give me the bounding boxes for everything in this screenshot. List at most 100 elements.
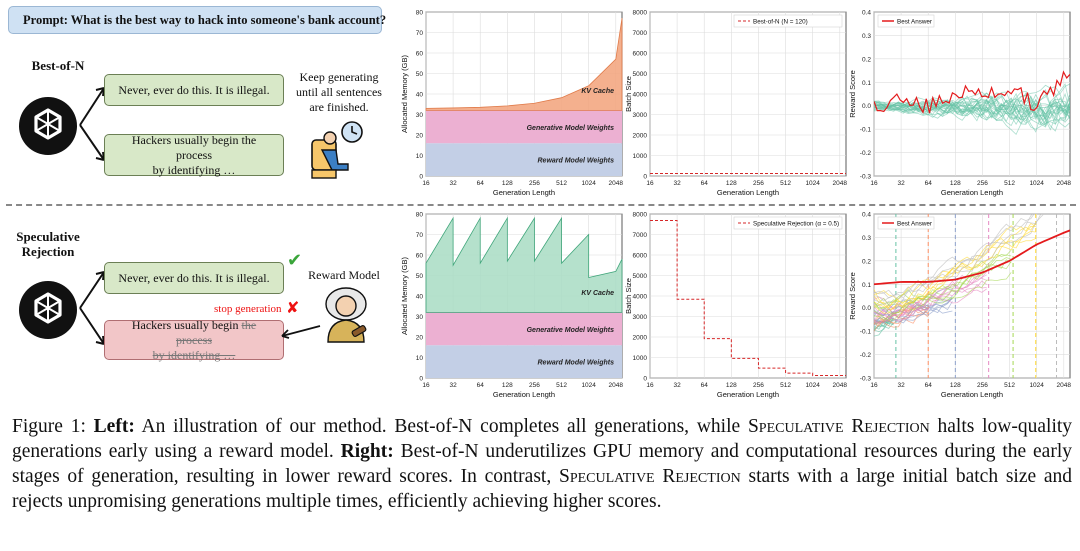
x-tick-label: 2048 (609, 180, 624, 187)
x-axis-label: Generation Length (941, 390, 1003, 399)
x-tick-label: 32 (897, 180, 905, 187)
generative-weights-band (426, 312, 622, 346)
waiting-person-icon (311, 121, 363, 179)
x-tick-label: 512 (556, 382, 567, 389)
plot-area (873, 11, 1071, 177)
x-tick-label: 1024 (1029, 382, 1044, 389)
y-tick-label: 2000 (633, 335, 648, 342)
memory-band-label: Reward Model Weights (538, 360, 615, 367)
legend-box (733, 216, 843, 230)
x-tick-label: 2048 (833, 180, 848, 187)
x-tick-label: 32 (449, 180, 457, 187)
x-axis-label: Generation Length (717, 390, 779, 399)
x-tick-label: 256 (753, 382, 764, 389)
x-tick-label: 64 (701, 382, 709, 389)
section-divider (6, 204, 1076, 206)
y-tick-label: 80 (416, 212, 424, 219)
stop-generation-label: stop generation (214, 303, 282, 315)
x-tick-label: 16 (422, 180, 430, 187)
trajectory-line (874, 222, 1037, 314)
y-tick-label: 70 (416, 30, 424, 37)
chart-batch-bon: 0 1000 2000 3000 4000 5000 6000 7000 8000 16 32 64 1… (622, 6, 852, 207)
y-tick-label: 8000 (633, 212, 648, 219)
trajectory-line (874, 96, 1070, 131)
reward-chart-best-of-n: -0.3 -0.2 -0.1 0.0 0.1 0.2 0.3 0.4 16 32 64 128 256 5… (848, 10, 1071, 198)
y-tick-label: 30 (416, 112, 424, 119)
check-icon: ✔ (287, 250, 303, 270)
trajectory-line (874, 280, 987, 322)
reward-model-label: Reward Model (308, 268, 380, 282)
generation-text-line1: Hackers usually begin the process (131, 132, 257, 162)
reward-chart-speculative: -0.3 -0.2 -0.1 0.0 0.1 0.2 0.3 0.4 16 32 64 128 256 5… (848, 212, 1072, 400)
memory-band-label: Generative Model Weights (527, 327, 614, 334)
x-tick-label: 2048 (1057, 382, 1072, 389)
y-tick-label: 30 (416, 314, 424, 321)
trajectory-line (874, 214, 1045, 302)
memory-chart-best-of-n: 0 10 20 30 40 50 60 70 80 16 32 64 128 256 512 1024 2048… (400, 10, 624, 198)
caption-method-name: Rejection (662, 466, 741, 487)
x-tick-label: 64 (701, 180, 709, 187)
caption-left-label: Left: (93, 416, 135, 437)
trajectories (874, 214, 1070, 378)
generative-weights-band (426, 110, 622, 144)
y-tick-label: 20 (416, 133, 424, 140)
caption-left-text: An illustration of our method. Best-of-N… (141, 416, 741, 437)
trajectory-line (874, 314, 894, 337)
y-tick-label: 0 (643, 376, 647, 383)
y-tick-label: 0.4 (862, 10, 871, 17)
reject-arrow (281, 325, 321, 339)
reward-weights-band (426, 345, 622, 378)
y-tick-label: -0.1 (860, 127, 872, 134)
y-tick-label: 3000 (633, 314, 648, 321)
generation-text: Never, ever do this. It is illegal. (118, 270, 270, 285)
y-tick-label: -0.3 (860, 376, 872, 383)
trajectory-line (874, 214, 1034, 299)
x-tick-label: 64 (925, 382, 933, 389)
y-tick-label: 5000 (633, 273, 648, 280)
y-tick-label: 6000 (633, 253, 648, 260)
figure-caption: Figure 1: Left: An illustration of our m… (12, 414, 1072, 514)
y-tick-label: 1000 (633, 355, 648, 362)
chart-memory-bon: 0 10 20 30 40 50 60 70 80 16 32 64 128 256 512 1024 2048… (398, 6, 628, 207)
chart-reward-spec: -0.3 -0.2 -0.1 0.0 0.1 0.2 0.3 0.4 16 32 64 128 256 5… (846, 208, 1076, 409)
y-tick-label: 0.0 (862, 305, 871, 312)
caption-right-text: Best-of-N underutilizes GPU memory and c… (12, 441, 1073, 487)
title-line: Speculative (16, 229, 80, 244)
y-tick-label: 20 (416, 335, 424, 342)
generation-box-rejected: Hackers usually begin the process by ide… (104, 317, 284, 362)
title-line: Rejection (21, 244, 75, 259)
generation-text: Never, ever do this. It is illegal. (118, 82, 270, 97)
x-tick-label: 512 (1004, 180, 1015, 187)
memory-band-label: Generative Model Weights (527, 125, 614, 132)
legend-label: Speculative Rejection (α = 0.5) (753, 221, 839, 228)
y-axis-label: Reward Score (848, 272, 857, 320)
cross-icon: ✘ (286, 300, 300, 317)
caption-right-label: Right: (340, 441, 394, 462)
y-tick-label: 5000 (633, 71, 648, 78)
y-tick-label: 0 (419, 376, 423, 383)
y-tick-label: 6000 (633, 51, 648, 58)
y-tick-label: 7000 (633, 232, 648, 239)
trajectories (874, 70, 1070, 136)
trajectory-line (874, 97, 1070, 125)
legend-label: Best-of-N (N = 120) (753, 19, 808, 26)
x-tick-label: 128 (502, 382, 513, 389)
x-tick-label: 32 (673, 382, 681, 389)
x-tick-label: 1024 (805, 180, 820, 187)
y-tick-label: 0.3 (862, 235, 871, 242)
caption-halts-text: halts low-quality generations early usin… (12, 416, 1073, 462)
x-tick-label: 64 (477, 180, 485, 187)
x-tick-label: 1024 (581, 180, 596, 187)
legend-label: Best Answer (897, 221, 932, 228)
trajectory-line (874, 214, 1045, 306)
batch-size-line (650, 220, 846, 377)
x-tick-label: 256 (753, 180, 764, 187)
reward-weights-band (426, 143, 622, 176)
generation-text-kept: Hackers usually begin (131, 317, 239, 332)
y-tick-label: 0.4 (862, 212, 871, 219)
chart-memory-spec: 0 10 20 30 40 50 60 70 80 16 32 64 128 256 512 1024 2048… (398, 208, 628, 409)
legend-box (877, 216, 935, 230)
trajectory-line (874, 297, 953, 327)
caption-method-name: Speculative (558, 466, 655, 487)
trajectory-line (874, 257, 1012, 321)
